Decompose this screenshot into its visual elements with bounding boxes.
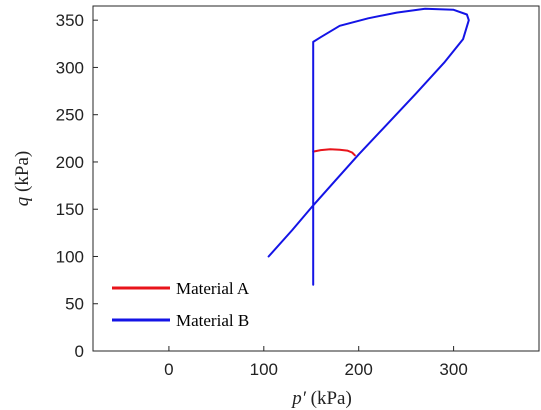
plot-lines [267, 7, 470, 286]
y-tick-label: 300 [56, 58, 84, 77]
x-axis-symbol: p′ [290, 388, 307, 409]
series-line-1 [312, 148, 356, 157]
x-axis-unit: (kPa) [306, 388, 352, 409]
plot-frame [92, 5, 540, 352]
series-line-2 [267, 7, 470, 286]
x-tick-label: 200 [345, 360, 373, 379]
y-tick-label: 50 [65, 295, 84, 314]
y-tick-label: 150 [56, 200, 84, 219]
legend: Material A Material B [112, 279, 250, 330]
x-tick-label: 300 [439, 360, 467, 379]
y-axis-unit: (kPa) [12, 151, 33, 197]
x-axis-title: p′ (kPa) [290, 388, 352, 409]
legend-label: Material A [176, 279, 250, 298]
y-axis-symbol: q [12, 196, 33, 206]
x-tick-label: 0 [164, 360, 173, 379]
y-axis-title: q (kPa) [12, 151, 33, 206]
y-tick-label: 100 [56, 247, 84, 266]
y-tick-label: 0 [75, 342, 84, 361]
y-tick-label: 200 [56, 153, 84, 172]
ticks: 0 100 200 300 0 50 100 150 200 250 300 350 [56, 11, 468, 379]
x-tick-label: 100 [250, 360, 278, 379]
legend-label: Material B [176, 311, 249, 330]
y-tick-label: 250 [56, 106, 84, 125]
y-tick-label: 350 [56, 11, 84, 30]
